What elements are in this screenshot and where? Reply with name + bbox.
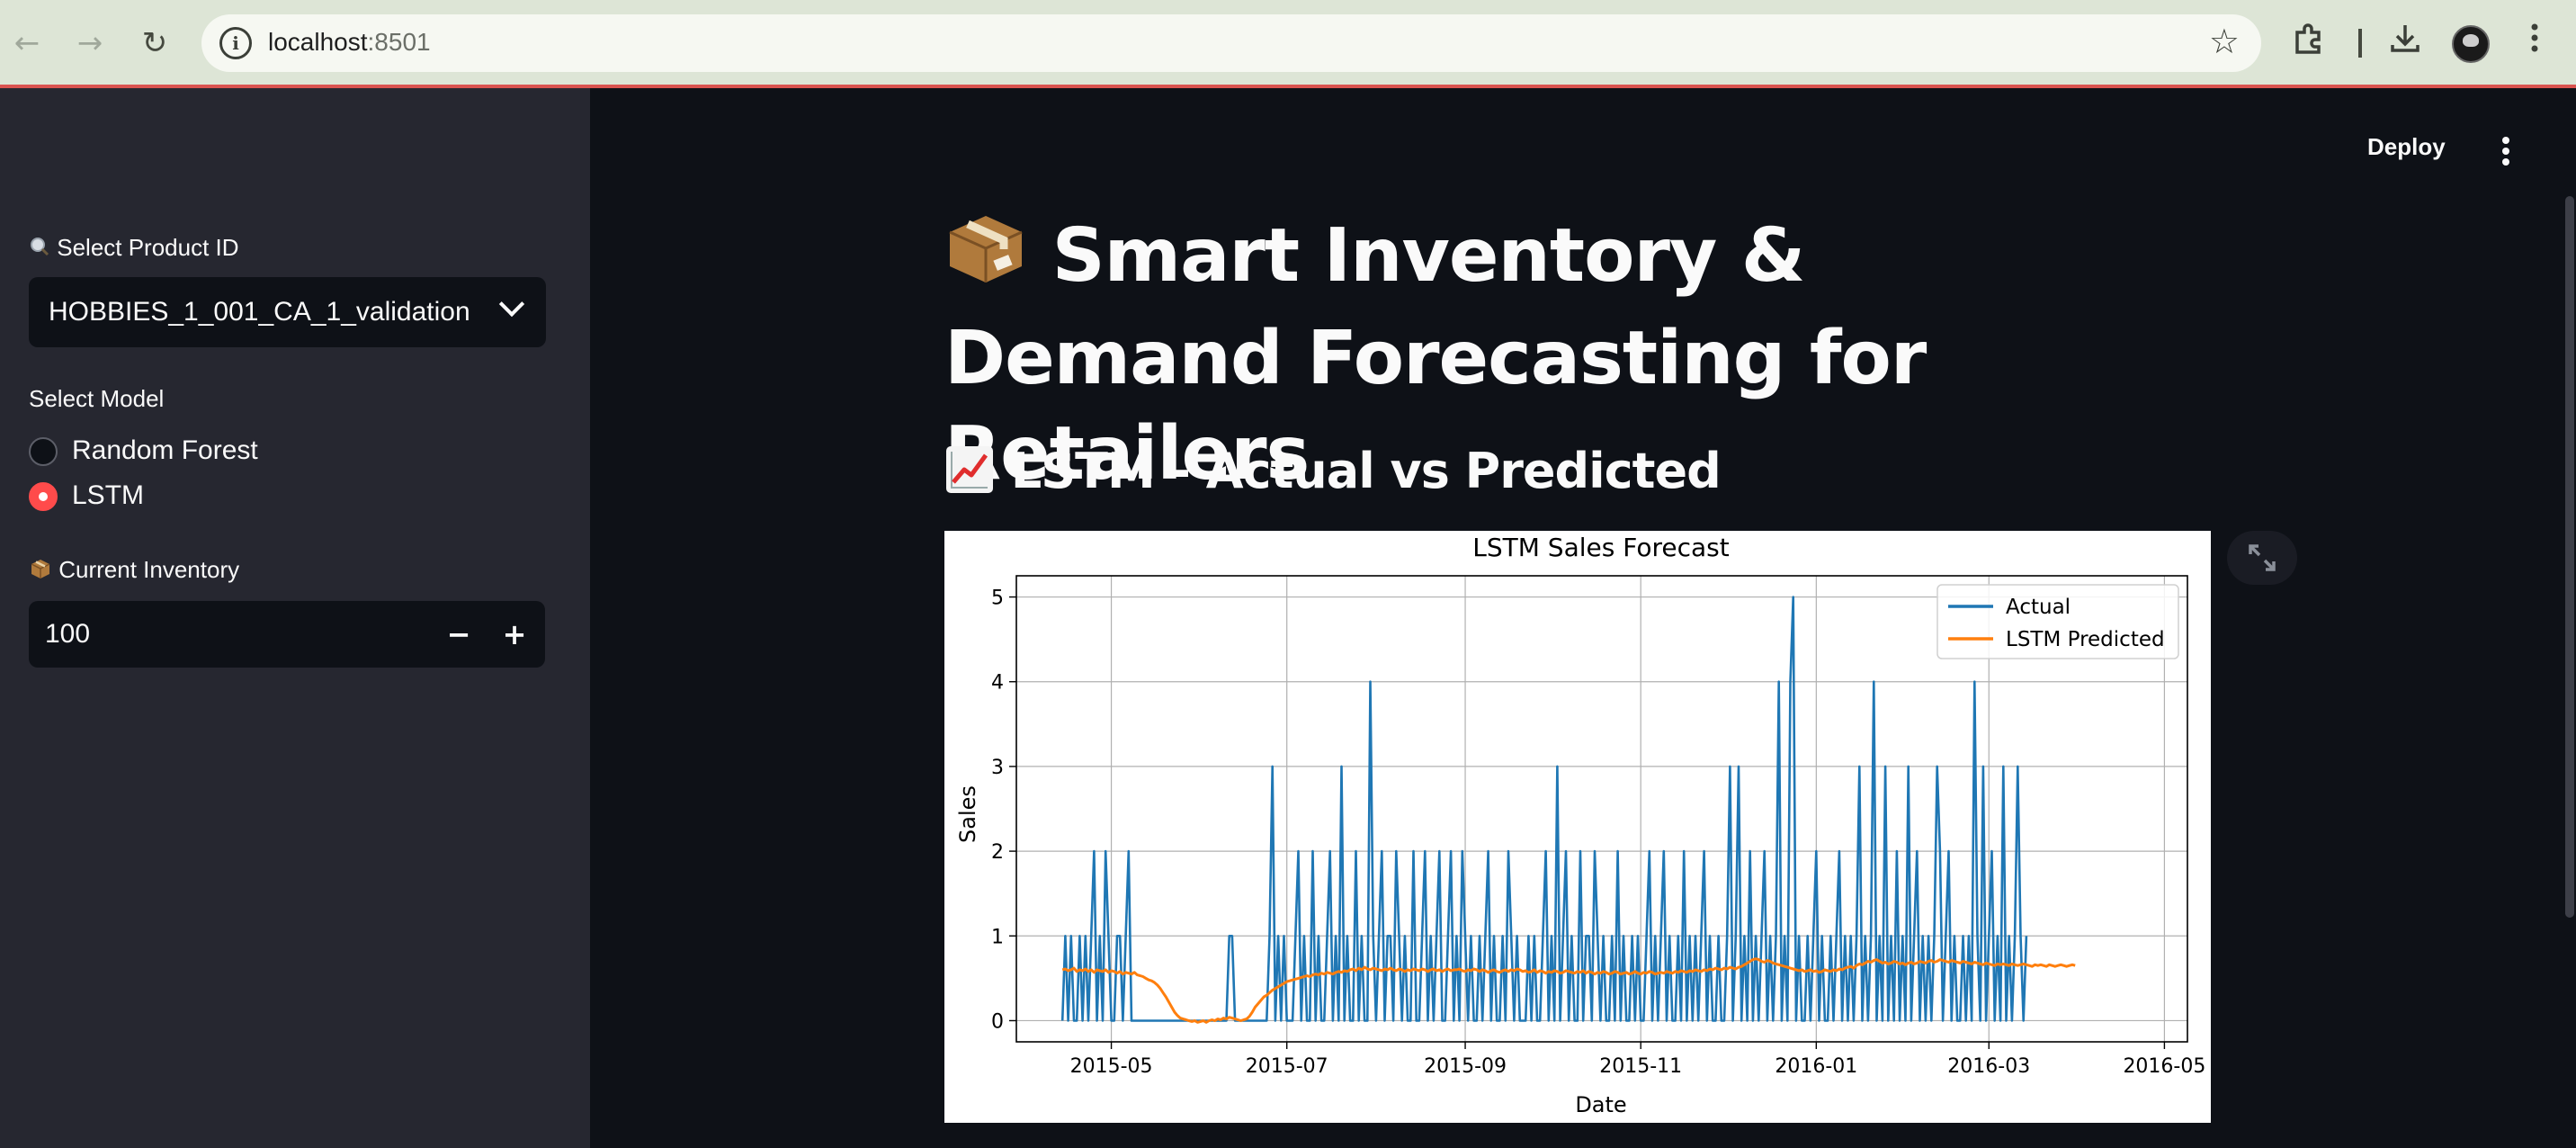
site-info-icon[interactable]: i [219,27,252,59]
product-select-label: Select Product ID [29,234,239,262]
y-tick-label: 2 [991,841,1004,864]
chart-legend: Actual LSTM Predicted [1936,584,2179,659]
product-select-value: HOBBIES_1_001_CA_1_validation [49,297,470,327]
magnifier-icon [29,234,57,261]
radio-label: LSTM [72,480,145,510]
address-bar[interactable]: i localhost:8501 ☆ [201,14,2261,72]
model-label: Select Model [29,385,165,412]
browser-toolbar: ← → ↻ i localhost:8501 ☆ [0,0,2576,88]
y-tick-label: 4 [991,672,1004,695]
chart-ticks: 2015-05 2015-07 2015-09 2015-11 2016-01 2016-… [991,587,2205,1078]
url-host: localhost [268,28,368,56]
x-tick-label: 2015-11 [1599,1055,1682,1078]
extensions-icon[interactable] [2292,20,2328,64]
legend-box [1936,584,2179,659]
x-tick-label: 2016-01 [1775,1055,1857,1078]
radio-label: Random Forest [72,435,258,465]
y-tick-label: 1 [991,926,1004,948]
chart-axes-frame [1015,575,2188,1043]
chevron-down-icon [498,291,525,318]
scrollbar[interactable] [2565,196,2574,918]
url-port: :8501 [367,28,431,56]
legend-label: LSTM Predicted [2006,628,2165,651]
chart-y-axis-label: Sales [955,785,980,843]
section-header: LSTM - Actual vs Predicted [944,443,1722,507]
x-tick-label: 2016-05 [2123,1055,2205,1078]
chart-x-axis-label: Date [1575,1092,1626,1117]
chart-series [1060,596,2076,1024]
inventory-label-text: Current Inventory [58,556,240,583]
page-title: Smart Inventory & Demand Forecasting for… [944,209,2114,502]
profile-avatar[interactable] [2452,25,2490,63]
radio-button[interactable] [29,437,58,466]
y-tick-label: 3 [991,757,1004,779]
y-tick-label: 0 [991,1010,1004,1033]
sidebar: Select Product ID HOBBIES_1_001_CA_1_val… [0,88,590,1148]
url-text[interactable]: localhost:8501 [268,28,431,57]
decrement-button[interactable]: − [446,617,471,651]
browser-menu-icon[interactable] [2518,20,2551,64]
fullscreen-button[interactable] [2227,531,2297,585]
forward-arrow-icon[interactable]: → [76,25,103,61]
toolbar-divider [2358,29,2362,58]
x-tick-label: 2016-03 [1947,1055,2030,1078]
legend-label: Actual [2006,596,2071,619]
inventory-value[interactable]: 100 [45,619,91,649]
chart-title: LSTM Sales Forecast [1472,533,1729,562]
actual-series-line [1060,596,2028,1022]
chart-image: 2015-05 2015-07 2015-09 2015-11 2016-01 2016-… [944,531,2211,1123]
x-tick-label: 2015-09 [1424,1055,1507,1078]
bookmark-star-icon[interactable]: ☆ [2208,22,2240,61]
back-arrow-icon[interactable]: ← [13,25,40,61]
package-icon [29,556,58,583]
deploy-button[interactable]: Deploy [2367,133,2446,160]
product-select-label-text: Select Product ID [57,234,239,261]
radio-button-selected[interactable] [29,482,58,511]
y-tick-label: 5 [991,587,1004,610]
expand-icon [2249,544,2276,571]
inventory-number-input[interactable]: 100 − + [29,601,545,668]
x-tick-label: 2015-05 [1070,1055,1153,1078]
page-title-text: Smart Inventory & Demand Forecasting for… [944,213,1927,497]
chart-increasing-icon [944,444,995,507]
package-icon [944,211,1027,311]
inventory-label: Current Inventory [29,556,239,584]
reload-icon[interactable]: ↻ [141,25,168,61]
predicted-series-line [1061,957,2076,1024]
product-select[interactable]: HOBBIES_1_001_CA_1_validation [29,277,546,347]
more-menu-icon[interactable] [2493,135,2518,167]
lstm-forecast-chart: 2015-05 2015-07 2015-09 2015-11 2016-01 2016-… [944,531,2211,1123]
x-tick-label: 2015-07 [1246,1055,1328,1078]
increment-button[interactable]: + [502,617,527,651]
download-icon[interactable] [2387,20,2423,64]
section-header-text: LSTM - Actual vs Predicted [1010,443,1722,499]
